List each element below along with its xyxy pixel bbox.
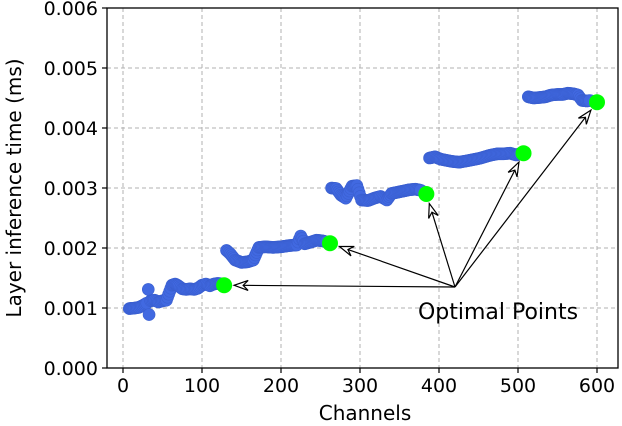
x-tick-label: 200 [263,375,299,397]
arrow-head-icon [578,108,592,125]
optimal-point [216,277,233,294]
data-points [123,86,597,321]
optimal-points [216,94,605,294]
arrow-head-icon [232,279,249,291]
data-point [142,308,156,321]
y-tick-label: 0.005 [44,58,98,80]
y-axis-label: Layer inference time (ms) [2,58,26,317]
y-tick-label: 0.004 [44,118,98,140]
optimal-point [418,186,435,202]
y-tick-label: 0.001 [44,298,98,320]
y-axis-ticks: 0.000 0.001 0.002 0.003 0.004 0.005 0.006 [44,0,107,380]
y-tick-label: 0.000 [44,358,98,380]
annotation-label: Optimal Points [418,300,578,325]
arrow-head-icon [337,245,355,257]
y-tick-label: 0.003 [44,178,98,200]
arrow-head-icon [428,201,439,219]
annotation-arrow [339,245,456,288]
optimal-point [321,235,338,252]
annotation-arrow [454,109,592,288]
annotation-arrows [232,108,592,291]
data-point [141,283,155,296]
x-tick-label: 0 [117,375,129,397]
x-axis-ticks: 0 100 200 300 400 500 600 [117,368,615,397]
x-tick-label: 100 [184,375,220,397]
x-tick-label: 400 [421,375,457,397]
arrow-head-icon [507,160,520,178]
x-tick-label: 300 [342,375,378,397]
x-tick-label: 600 [579,375,615,397]
x-axis-label: Channels [319,401,412,425]
x-tick-label: 500 [500,375,536,397]
y-tick-label: 0.002 [44,238,98,260]
annotation-arrow [234,284,456,288]
annotation-arrow [428,203,456,288]
annotation-arrow [454,161,520,288]
optimal-point [589,94,605,111]
y-tick-label: 0.006 [44,0,98,20]
optimal-point [515,145,532,162]
